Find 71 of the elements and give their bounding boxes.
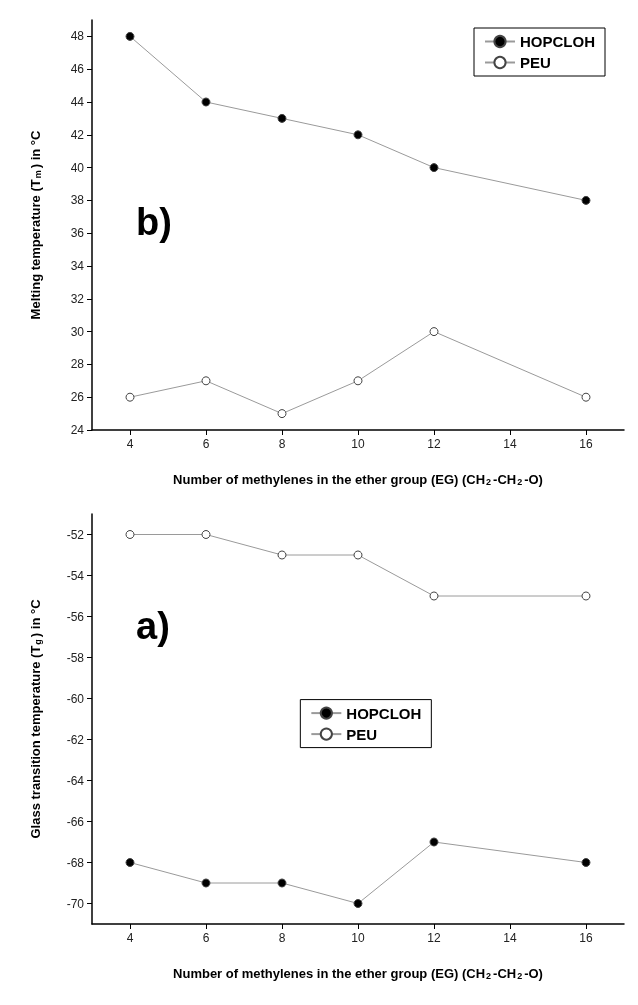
legend-label: HOPCLOH [520, 33, 595, 50]
point [277, 409, 287, 419]
y-tick-label: -52 [66, 527, 85, 542]
x-tick-label: 8 [278, 931, 286, 945]
x-tick-label: 16 [579, 437, 593, 451]
annotation: b) [136, 201, 172, 243]
point [201, 530, 211, 539]
y-tick-label: 48 [70, 29, 85, 44]
x-tick-label: 8 [278, 437, 286, 451]
y-tick-label: -60 [66, 691, 85, 706]
point [201, 97, 211, 107]
point [201, 376, 211, 386]
point [125, 530, 135, 539]
y-tick-label: -54 [66, 568, 85, 583]
point [353, 550, 363, 560]
legend-label: PEU [346, 725, 378, 743]
x-tick-label: 10 [351, 437, 365, 451]
y-tick-label: 30 [70, 324, 85, 339]
y-tick-label: 38 [70, 193, 85, 208]
y-tick-label: 32 [70, 291, 85, 306]
x-tick-label: 16 [579, 931, 593, 945]
point [581, 858, 591, 867]
point [429, 591, 439, 601]
x-tick-label: 4 [126, 931, 134, 945]
point [353, 899, 363, 908]
y-tick-label: 26 [70, 390, 85, 405]
x-tick-label: 4 [126, 437, 134, 451]
point [581, 392, 591, 402]
y-tick-label: 44 [70, 95, 85, 109]
point [125, 858, 135, 867]
point [353, 130, 363, 140]
y-tick-label: 42 [70, 127, 85, 142]
y-tick-label: -64 [66, 773, 85, 788]
point [277, 113, 287, 123]
y-tick-label: -66 [66, 814, 85, 829]
y-tick-label: -70 [66, 896, 85, 911]
y-tick-label: -62 [66, 732, 85, 747]
y-tick-label: 24 [70, 423, 85, 437]
y-tick-label: 46 [70, 62, 85, 77]
y-axis-title: Glass transition temperature (Tg) in °C [27, 598, 43, 839]
point [125, 31, 135, 41]
point [277, 550, 287, 560]
point [353, 376, 363, 386]
annotation: a) [136, 605, 170, 647]
point [429, 837, 439, 847]
point [581, 591, 591, 601]
y-tick-label: 34 [70, 259, 85, 273]
point [581, 195, 591, 205]
x-tick-label: 12 [427, 437, 441, 451]
x-axis-title: Number of methylenes in the ether group (EG) (CH2-CH2-O) [173, 471, 543, 487]
x-tick-label: 14 [503, 931, 517, 945]
y-tick-label: 40 [70, 160, 85, 175]
x-tick-label: 14 [503, 437, 517, 451]
legend-label: PEU [520, 54, 551, 71]
y-tick-label: -68 [66, 855, 85, 870]
x-tick-label: 12 [427, 931, 441, 945]
y-tick-label: 36 [70, 226, 85, 241]
point [429, 327, 439, 337]
point [125, 392, 135, 402]
y-tick-label: 28 [70, 357, 85, 372]
y-tick-label: -56 [66, 609, 85, 624]
y-axis-title: Melting temperature (Tm) in °C [27, 129, 43, 320]
legend-label: HOPCLOH [346, 704, 422, 722]
x-axis-title: Number of methylenes in the ether group (EG) (CH2-CH2-O) [173, 965, 543, 981]
x-tick-label: 6 [202, 931, 210, 945]
point [277, 878, 287, 888]
x-tick-label: 10 [351, 931, 365, 945]
point [429, 163, 439, 173]
y-tick-label: -58 [66, 650, 85, 665]
x-tick-label: 6 [202, 437, 210, 451]
point [201, 878, 211, 888]
